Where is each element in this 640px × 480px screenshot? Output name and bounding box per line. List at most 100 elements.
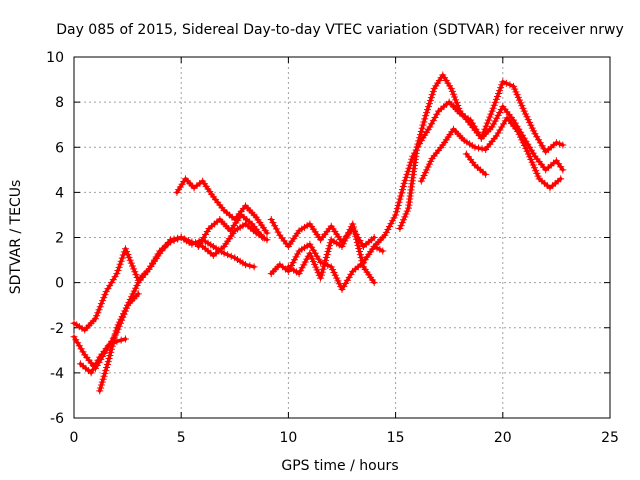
data-point-marker [496,126,504,134]
data-point-marker [351,229,359,237]
data-point-marker [428,120,436,128]
data-point-marker [427,94,435,102]
data-point-marker [398,219,406,227]
data-point-marker [531,130,539,138]
data-point-marker [111,333,119,341]
data-point-marker [294,250,302,258]
data-point-marker [379,247,387,255]
data-point-marker [416,131,424,139]
data-point-marker [319,265,327,273]
data-point-marker [194,243,202,251]
data-point-marker [557,175,565,183]
x-axis-label: GPS time / hours [281,458,398,474]
data-point-marker [96,303,104,311]
data-point-marker [482,170,490,178]
data-point-marker [317,258,325,266]
y-tick-label: -2 [50,321,64,337]
data-point-marker [486,113,494,121]
data-point-marker [483,119,491,127]
data-point-marker [480,128,488,136]
data-point-marker [227,252,235,260]
data-point-marker [106,351,114,359]
data-point-marker [75,342,83,350]
data-point-marker [392,211,400,219]
data-point-marker [94,356,102,364]
data-point-marker [291,256,299,264]
data-point-marker [481,125,489,133]
data-point-marker [433,110,441,118]
data-point-marker [496,108,504,116]
data-point-marker [107,348,115,356]
data-layer [70,71,567,395]
data-point-marker [117,336,125,344]
data-point-marker [350,226,358,234]
data-point-marker [426,97,434,105]
data-point-marker [425,100,433,108]
y-tick-label: -6 [50,411,64,427]
data-point-marker [98,378,106,386]
data-point-marker [340,282,348,290]
data-point-marker [109,276,117,284]
data-point-marker [422,112,430,120]
data-point-marker [552,139,560,147]
data-point-marker [494,111,502,119]
data-point-marker [220,249,228,257]
data-point-marker [420,118,428,126]
data-point-marker [536,139,544,147]
data-point-marker [419,121,427,129]
data-point-marker [479,131,487,139]
data-point-marker [529,149,537,157]
data-point-marker [121,335,129,343]
data-point-marker [123,248,131,256]
data-point-marker [200,234,208,241]
data-point-marker [389,217,397,225]
data-point-marker [502,79,510,87]
y-tick-label: 8 [55,95,64,111]
data-point-marker [355,244,363,252]
data-point-marker [292,253,300,261]
data-point-marker [317,271,325,279]
data-point-marker [121,245,129,253]
data-point-marker [301,258,309,266]
data-point-marker [263,236,271,244]
data-point-marker [118,254,126,262]
data-point-marker [401,213,409,221]
data-point-marker [556,140,564,148]
data-point-marker [475,144,483,152]
data-point-marker [423,109,431,117]
data-point-marker [91,315,99,323]
data-point-marker [396,195,404,203]
data-point-marker [533,133,541,141]
data-point-marker [506,81,514,89]
data-point-marker [97,384,105,392]
data-point-marker [125,253,133,261]
data-point-marker [494,129,502,137]
series-line [398,73,565,231]
series-track-k [398,73,565,231]
data-point-marker [478,145,486,153]
data-point-marker [418,124,426,132]
data-point-marker [540,145,548,153]
data-point-marker [347,270,355,278]
data-point-marker [321,259,329,267]
data-point-marker [188,238,196,246]
data-point-marker [95,306,103,314]
data-point-marker [396,224,404,232]
data-point-marker [490,101,498,109]
y-tick-label: 10 [46,50,64,66]
data-point-marker [415,137,423,145]
y-tick-label: 0 [55,276,64,292]
data-point-marker [124,251,132,259]
x-tick-label: 15 [387,430,405,446]
data-point-marker [482,122,490,130]
y-tick-label: 4 [55,185,64,201]
data-point-marker [113,270,121,278]
data-point-marker [79,348,87,356]
data-point-marker [184,237,192,245]
y-tick-label: 6 [55,140,64,156]
data-point-marker [130,265,138,273]
data-point-marker [491,117,499,125]
x-tick-label: 25 [601,430,619,446]
data-point-marker [428,91,436,99]
data-point-marker [92,359,100,367]
